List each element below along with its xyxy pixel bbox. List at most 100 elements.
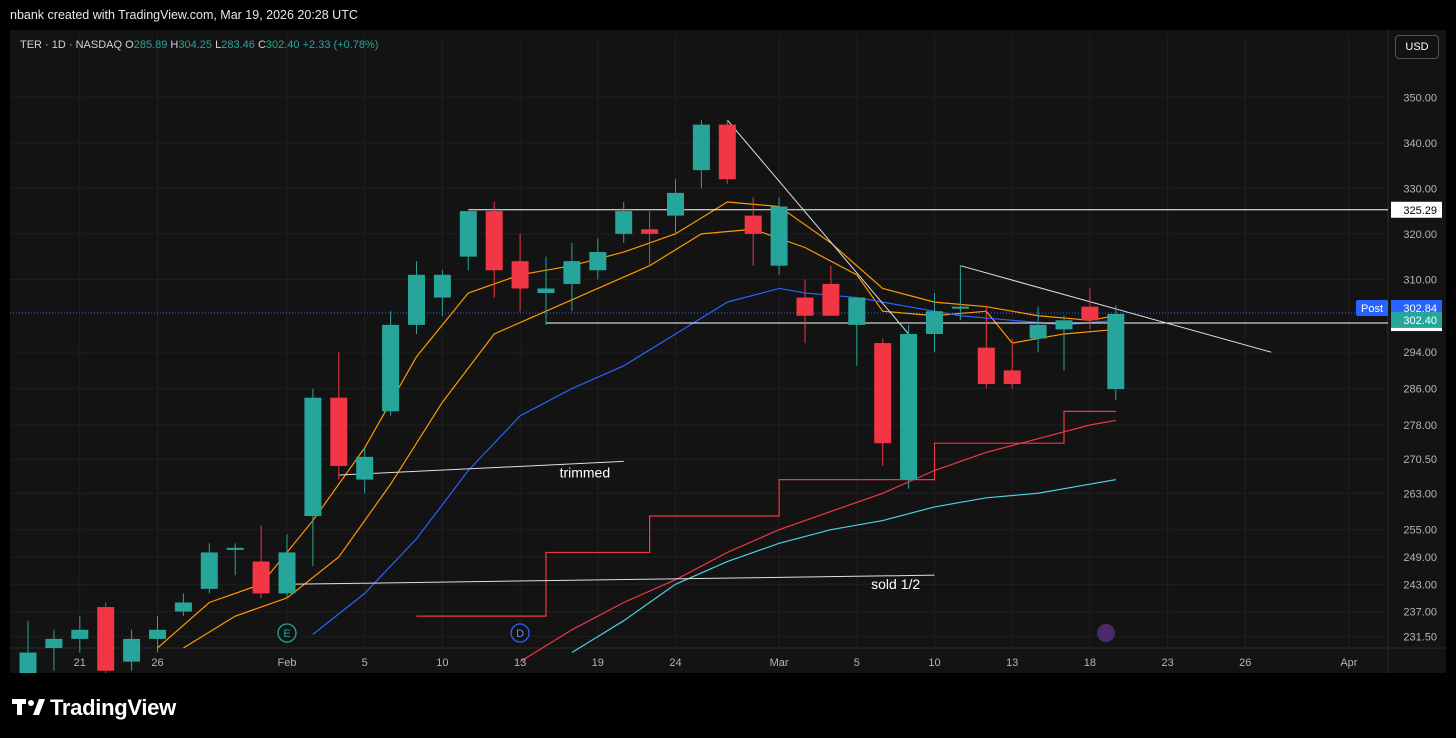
currency-button[interactable]: USD: [1395, 35, 1439, 59]
candle-body[interactable]: [537, 288, 555, 294]
candle-body[interactable]: [718, 124, 736, 180]
last-price-tag: [1391, 311, 1442, 328]
candle-body[interactable]: [356, 456, 374, 480]
event-marker-e[interactable]: [277, 623, 297, 643]
post-market-tag-label: Post: [1361, 303, 1383, 315]
candle-body[interactable]: [641, 229, 659, 234]
tradingview-brand: TradingView: [50, 695, 176, 720]
candle-body[interactable]: [1003, 370, 1021, 385]
candle-body[interactable]: [71, 629, 89, 639]
price-tick-label: 255.00: [1403, 525, 1437, 537]
time-tick-label: 24: [669, 657, 681, 669]
series-line-5: [416, 410, 1116, 617]
candle-body[interactable]: [951, 306, 969, 309]
candle-body[interactable]: [874, 343, 892, 444]
candle-body[interactable]: [692, 124, 710, 171]
candle-body[interactable]: [822, 283, 840, 316]
candle-body[interactable]: [1107, 313, 1125, 390]
symbol-label: TER · 1D · NASDAQ: [20, 39, 123, 51]
price-tick-label: 294.00: [1403, 347, 1437, 359]
candle-body[interactable]: [900, 333, 918, 480]
candle-body[interactable]: [408, 274, 425, 325]
trendline-3[interactable]: [286, 574, 935, 585]
candle-body[interactable]: [1081, 306, 1099, 321]
candle-body[interactable]: [796, 297, 814, 316]
time-tick-label: 26: [151, 657, 163, 669]
candle-body[interactable]: [459, 211, 477, 257]
candle-body[interactable]: [511, 261, 529, 289]
candle-body[interactable]: [45, 638, 63, 648]
candle-body[interactable]: [304, 397, 322, 517]
time-tick-label: 19: [592, 657, 604, 669]
time-tick-label: Apr: [1340, 657, 1357, 669]
candle-body[interactable]: [667, 192, 684, 216]
annotation-text: sold 1/2: [871, 576, 920, 592]
candle-body[interactable]: [149, 629, 166, 639]
time-tick-label: 18: [1084, 657, 1096, 669]
time-tick-label: 10: [436, 657, 448, 669]
candle-body[interactable]: [200, 552, 218, 589]
candle-body[interactable]: [278, 552, 296, 594]
low-label: L: [215, 39, 222, 51]
candle-body[interactable]: [97, 607, 115, 671]
candle-body[interactable]: [123, 638, 141, 662]
change-value: +2.33 (+0.78%): [302, 39, 379, 51]
close-value: 302.40: [265, 39, 300, 51]
post-price-tag-label: 302.84: [1403, 303, 1437, 315]
candle-body[interactable]: [977, 347, 995, 385]
ai-sparkle-icon[interactable]: [1097, 624, 1115, 642]
time-tick-label: 5: [854, 657, 860, 669]
time-tick-label: 23: [1161, 657, 1173, 669]
high-value: 304.25: [178, 39, 213, 51]
created-by-text: nbank created with TradingView.com, Mar …: [10, 8, 358, 22]
post-price-tag: [1391, 299, 1442, 316]
last-price-tag-label: 302.40: [1403, 315, 1437, 327]
candle-body[interactable]: [252, 561, 270, 594]
price-tick-label: 270.50: [1403, 454, 1437, 466]
time-tick-label: 21: [74, 657, 86, 669]
price-tick-label: 350.00: [1403, 92, 1437, 104]
time-tick-label: 26: [1239, 657, 1251, 669]
candle-body[interactable]: [433, 274, 451, 298]
trendline-0[interactable]: [726, 119, 909, 335]
time-tick-label: 5: [362, 657, 368, 669]
top-bar: nbank created with TradingView.com, Mar …: [0, 0, 1456, 30]
event-marker-d[interactable]: [510, 623, 530, 643]
candle-body[interactable]: [330, 397, 348, 466]
price-tick-label: 310.00: [1403, 274, 1437, 286]
level-price-tag: [1391, 201, 1442, 218]
footer-bar: [0, 673, 1456, 738]
price-tick-label: 320.00: [1403, 229, 1437, 241]
open-label: O: [125, 39, 134, 51]
price-tick-label: 237.00: [1403, 607, 1437, 619]
price-tick-label: 340.00: [1403, 138, 1437, 150]
candle-body[interactable]: [589, 252, 607, 271]
open-value: 285.89: [133, 39, 168, 51]
candle-body[interactable]: [382, 324, 400, 412]
candle-body[interactable]: [563, 261, 581, 284]
close-label: C: [257, 39, 266, 51]
candle-body[interactable]: [174, 602, 192, 612]
event-marker-label: E: [283, 628, 290, 640]
price-tick-label: 243.00: [1403, 579, 1437, 591]
time-tick-label: Feb: [278, 657, 297, 669]
candle-body[interactable]: [1029, 324, 1047, 339]
candle-body[interactable]: [770, 206, 788, 266]
candle-body[interactable]: [226, 547, 244, 550]
price-tick-label: 278.00: [1403, 420, 1437, 432]
candle-body[interactable]: [485, 211, 503, 271]
event-marker-label: D: [516, 628, 524, 640]
tradingview-logo-icon: [12, 699, 45, 715]
trendline-2[interactable]: [338, 460, 624, 476]
candle-body[interactable]: [1055, 320, 1073, 330]
candle-body[interactable]: [848, 297, 866, 325]
post-market-tag: [1356, 299, 1388, 316]
candle-body[interactable]: [926, 311, 943, 334]
price-tick-label: 231.50: [1403, 632, 1437, 644]
series-line-3: [571, 479, 1116, 654]
candle-body[interactable]: [615, 211, 633, 234]
price-tick-label: 286.00: [1403, 384, 1437, 396]
time-tick-label: 13: [1006, 657, 1018, 669]
candle-body[interactable]: [744, 215, 762, 234]
